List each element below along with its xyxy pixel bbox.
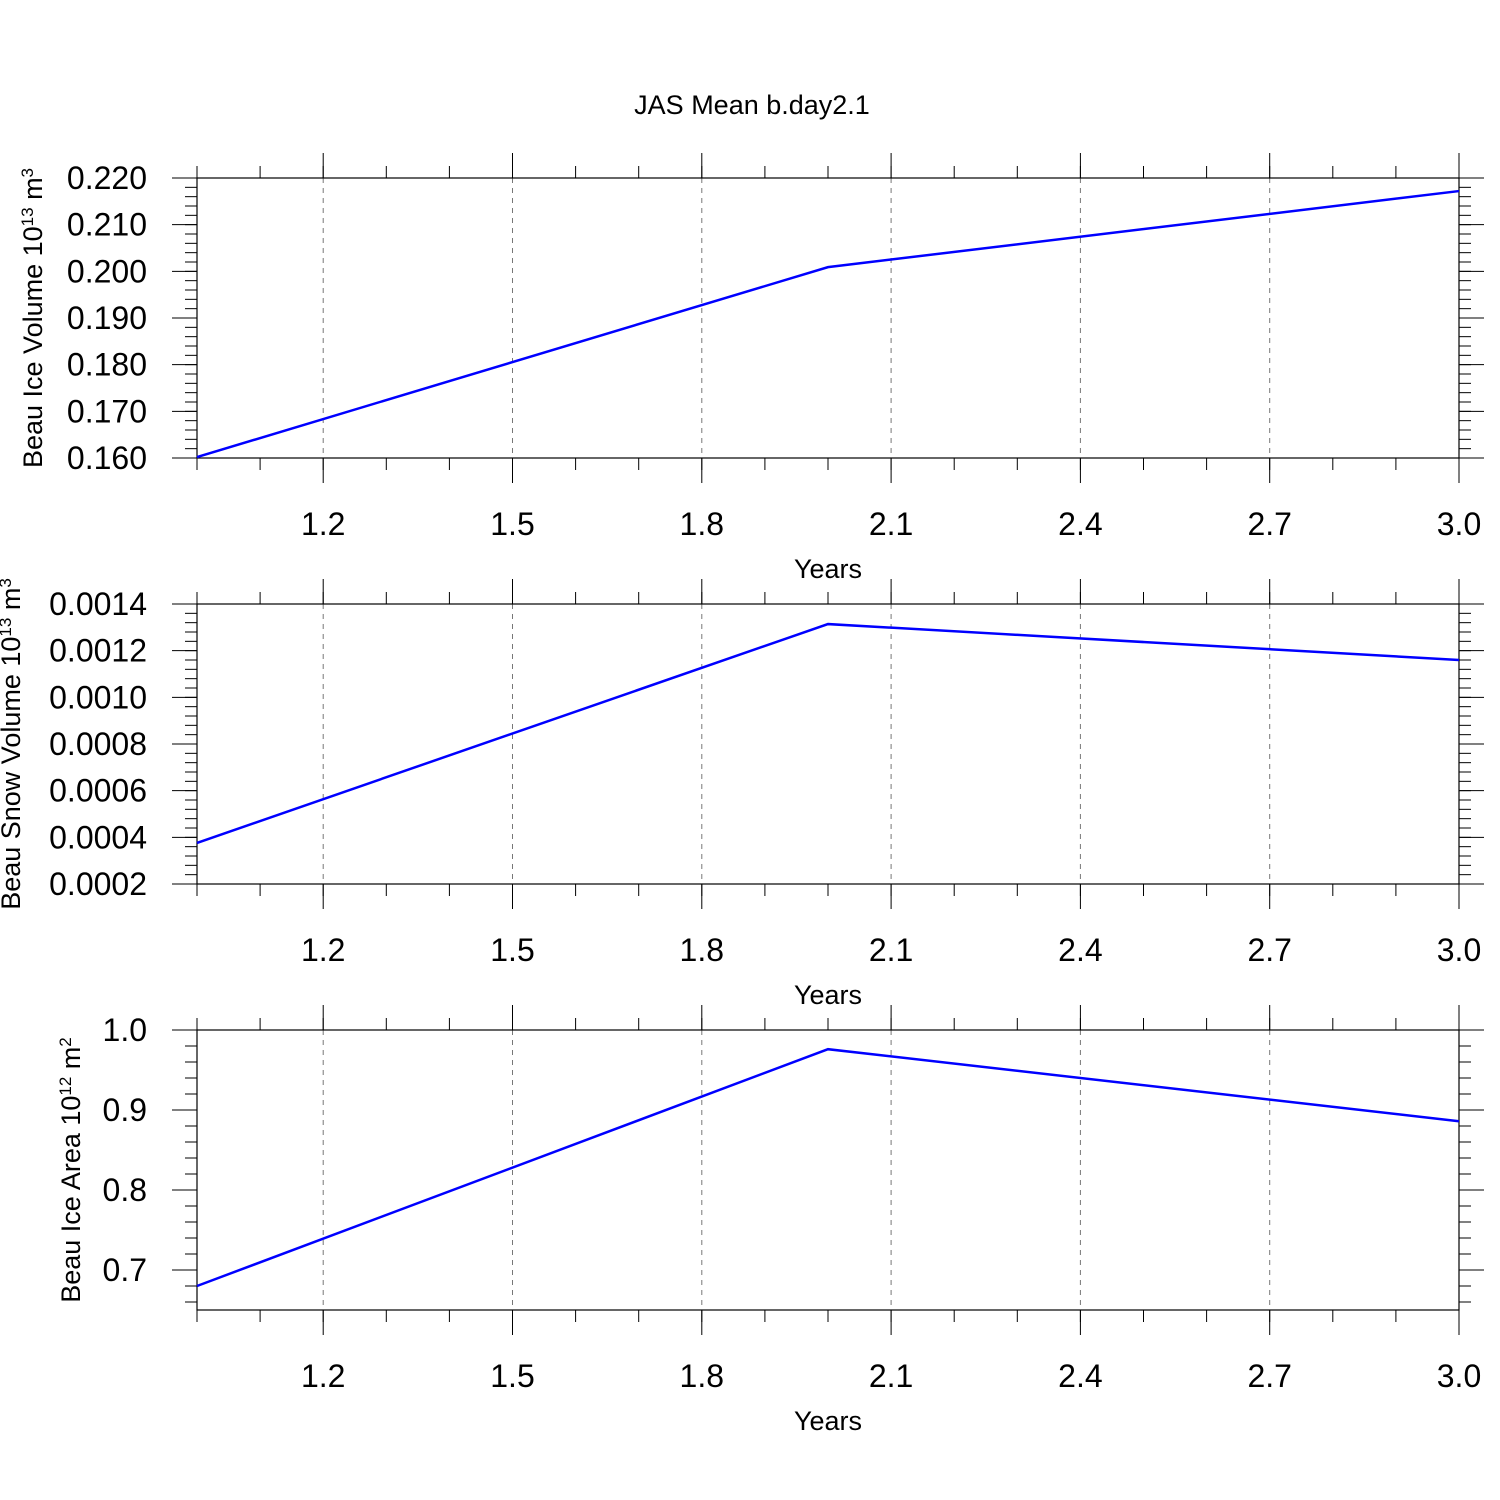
y-tick-label: 0.170 bbox=[67, 393, 147, 429]
y-axis-label-exponent: 3 bbox=[0, 578, 15, 587]
x-tick-label: 2.4 bbox=[1058, 932, 1102, 968]
y-tick-label: 0.160 bbox=[67, 440, 147, 476]
y-axis-label-exponent: 2 bbox=[56, 1037, 75, 1046]
y-axis-label-part: m bbox=[18, 177, 48, 207]
x-tick-label: 3.0 bbox=[1437, 506, 1481, 542]
x-axis-label: Years bbox=[794, 980, 862, 1010]
x-tick-label: 1.5 bbox=[490, 1358, 534, 1394]
y-tick-label: 0.210 bbox=[67, 207, 147, 243]
plot-frame bbox=[196, 177, 1460, 459]
x-tick-label: 2.4 bbox=[1058, 1358, 1102, 1394]
x-tick-label: 3.0 bbox=[1437, 1358, 1481, 1394]
x-tick-label: 1.2 bbox=[301, 1358, 345, 1394]
y-axis-label-part: Beau Ice Volume 10 bbox=[18, 226, 48, 468]
x-tick-label: 1.8 bbox=[680, 506, 724, 542]
x-tick-label: 1.8 bbox=[680, 1358, 724, 1394]
y-axis-label: Beau Ice Volume 1013 m3 bbox=[18, 168, 49, 468]
data-line bbox=[196, 189, 1460, 459]
y-tick-label: 0.0010 bbox=[49, 679, 147, 715]
x-tick-label: 1.8 bbox=[680, 932, 724, 968]
x-tick-label: 2.7 bbox=[1247, 506, 1291, 542]
y-axis-label-part: Beau Snow Volume 10 bbox=[0, 637, 26, 910]
x-tick-label: 2.7 bbox=[1247, 932, 1291, 968]
y-axis-label-part: m bbox=[0, 588, 26, 618]
y-tick-label: 0.180 bbox=[67, 347, 147, 383]
y-axis-label-part: m bbox=[56, 1047, 86, 1077]
y-tick-label: 0.8 bbox=[103, 1172, 147, 1208]
y-tick-label: 0.7 bbox=[103, 1252, 147, 1288]
plot-frame bbox=[196, 603, 1460, 885]
data-line bbox=[196, 622, 1460, 845]
y-tick-label: 0.0004 bbox=[49, 819, 147, 855]
panel: 1.2 1.5 1.8 2.1 2.4 2.7 3.0 0.0002 0.0004 0.0006 0… bbox=[0, 578, 1484, 1010]
x-tick-label: 3.0 bbox=[1437, 932, 1481, 968]
y-axis-label-exponent: 12 bbox=[56, 1077, 75, 1096]
y-axis-label: Beau Ice Area 1012 m2 bbox=[56, 1037, 87, 1303]
figure-title: JAS Mean b.day2.1 bbox=[634, 90, 870, 120]
y-tick-label: 0.220 bbox=[67, 160, 147, 196]
x-tick-label: 2.4 bbox=[1058, 506, 1102, 542]
x-axis-label: Years bbox=[794, 554, 862, 584]
x-tick-label: 1.5 bbox=[490, 506, 534, 542]
y-tick-label: 0.0014 bbox=[49, 586, 147, 622]
x-tick-label: 2.1 bbox=[869, 932, 913, 968]
panel: 1.2 1.5 1.8 2.1 2.4 2.7 3.0 0.160 0.170 0.180 0.19… bbox=[18, 153, 1484, 584]
y-tick-label: 0.200 bbox=[67, 253, 147, 289]
x-tick-label: 1.2 bbox=[301, 932, 345, 968]
y-tick-label: 0.0006 bbox=[49, 773, 147, 809]
x-tick-label: 1.2 bbox=[301, 506, 345, 542]
y-axis-label-exponent: 13 bbox=[0, 618, 15, 637]
x-axis-label: Years bbox=[794, 1406, 862, 1436]
panel: 1.2 1.5 1.8 2.1 2.4 2.7 3.0 0.7 0.8 0.9 1.0 Years Be… bbox=[56, 1005, 1484, 1436]
x-tick-label: 2.1 bbox=[869, 1358, 913, 1394]
y-axis-label-part: Beau Ice Area 10 bbox=[56, 1096, 86, 1303]
y-axis-label-exponent: 13 bbox=[18, 207, 37, 226]
x-tick-label: 2.7 bbox=[1247, 1358, 1291, 1394]
y-tick-label: 0.0008 bbox=[49, 726, 147, 762]
y-tick-label: 0.0002 bbox=[49, 866, 147, 902]
y-tick-label: 0.190 bbox=[67, 300, 147, 336]
x-tick-label: 2.1 bbox=[869, 506, 913, 542]
x-tick-label: 1.5 bbox=[490, 932, 534, 968]
y-tick-label: 1.0 bbox=[103, 1012, 147, 1048]
y-axis-label-exponent: 3 bbox=[18, 168, 37, 177]
y-axis-label: Beau Snow Volume 1013 m3 bbox=[0, 578, 26, 910]
plot-frame bbox=[196, 1029, 1460, 1311]
y-tick-label: 0.0012 bbox=[49, 633, 147, 669]
y-tick-label: 0.9 bbox=[103, 1092, 147, 1128]
data-line bbox=[196, 1047, 1460, 1288]
